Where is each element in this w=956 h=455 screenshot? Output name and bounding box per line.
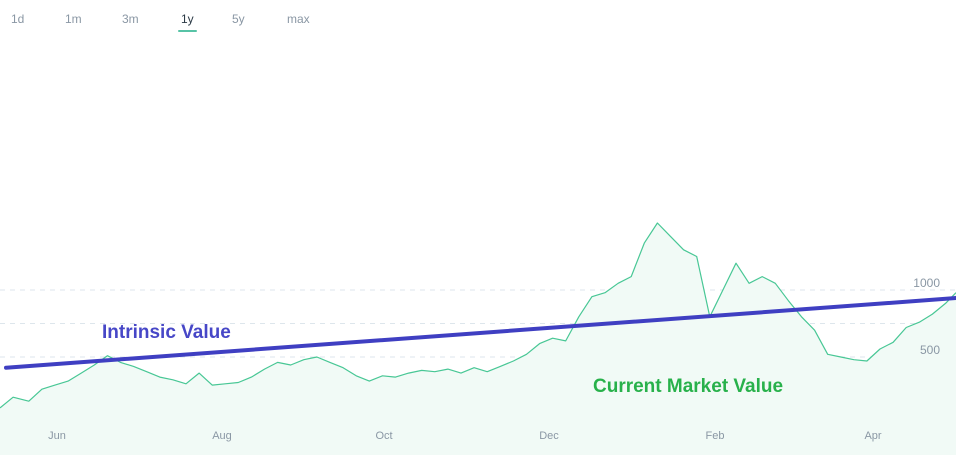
time-range-tabs: 1d 1m 3m 1y 5y max [0, 8, 360, 32]
y-tick-label-1000: 1000 [913, 276, 940, 290]
x-tick-label-dec: Dec [539, 430, 559, 442]
range-tab-max[interactable]: max [287, 12, 310, 26]
market-value-area [0, 223, 956, 455]
x-tick-label-jun: Jun [48, 430, 66, 442]
market-value-line [0, 222, 956, 409]
x-tick-label-oct: Oct [375, 430, 392, 442]
x-tick-label-feb: Feb [706, 430, 725, 442]
intrinsic-value-annotation: Intrinsic Value [102, 322, 231, 343]
range-tab-1m[interactable]: 1m [65, 12, 82, 26]
range-tab-1d[interactable]: 1d [11, 12, 25, 26]
range-tab-3m[interactable]: 3m [122, 12, 139, 26]
range-tab-1y[interactable]: 1y [178, 12, 197, 32]
market-value-annotation: Current Market Value [593, 376, 783, 397]
intrinsic-value-line [4, 296, 956, 370]
y-tick-label-500: 500 [920, 343, 940, 357]
x-tick-label-aug: Aug [212, 430, 232, 442]
x-tick-label-apr: Apr [864, 430, 881, 442]
range-tab-5y[interactable]: 5y [232, 12, 245, 26]
